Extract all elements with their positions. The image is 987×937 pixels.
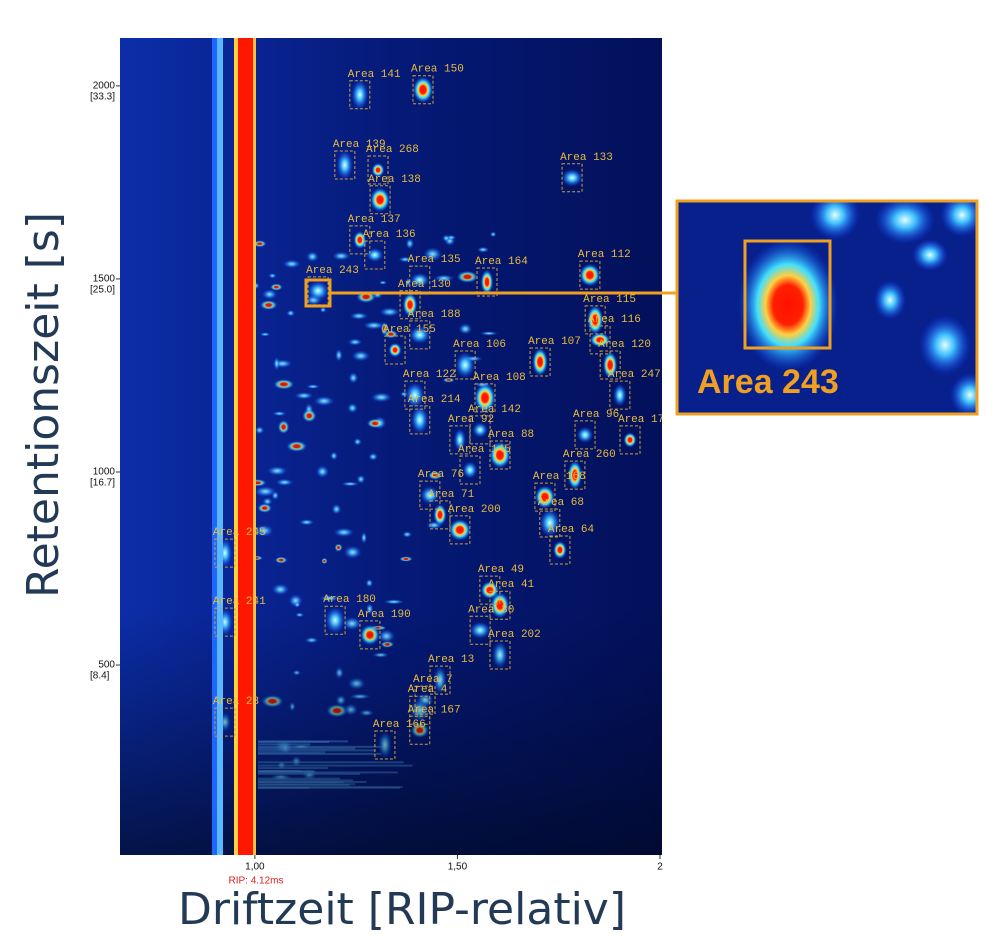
- area-label: Area 88: [488, 429, 534, 441]
- area-label: Area 49: [478, 564, 524, 576]
- y-axis-title: Retentionszeit [s]: [18, 212, 69, 598]
- inset-label: Area 243: [697, 363, 839, 401]
- y-tick-sublabel: [8.4]: [90, 671, 110, 682]
- inset-peak-main: [738, 239, 838, 371]
- area-label: Area 112: [578, 249, 631, 261]
- area-label: Area 115: [583, 294, 636, 306]
- area-label: Area 137: [348, 214, 401, 226]
- area-label: Area 76: [418, 469, 464, 481]
- area-label: Area 214: [408, 394, 461, 406]
- area-label: Area 268: [366, 144, 419, 156]
- area-label: Area 145: [458, 444, 511, 456]
- area-label: Area 135: [408, 254, 461, 266]
- area-label: Area 202: [488, 629, 541, 641]
- y-tick-sublabel: [16.7]: [90, 478, 115, 489]
- rip-tail: [217, 38, 223, 855]
- area-label: Area 190: [358, 609, 411, 621]
- inset-peak: [912, 239, 948, 271]
- rip-band: [238, 38, 253, 855]
- y-tick-sublabel: [33.3]: [90, 92, 115, 103]
- area-label: Area 138: [368, 174, 421, 186]
- area-label: Area 166: [373, 719, 426, 731]
- area-label: Area 180: [323, 594, 376, 606]
- inset-peak: [874, 280, 906, 320]
- area-label: Area 130: [398, 279, 451, 291]
- area-label: Area 155: [383, 324, 436, 336]
- rip-edge: [253, 38, 256, 855]
- area-label: Area 260: [563, 449, 616, 461]
- x-tick-label: 2: [657, 862, 663, 873]
- area-label: Area 108: [473, 372, 526, 384]
- area-label: Area 68: [538, 497, 584, 509]
- area-label: Area 23: [213, 696, 259, 708]
- area-label: Area 96: [573, 409, 619, 421]
- area-label: Area 71: [428, 489, 475, 501]
- area-label: Area 168: [533, 471, 586, 483]
- area-label: Area 30: [468, 604, 514, 616]
- area-label: Area 167: [408, 704, 461, 716]
- area-label: Area 106: [453, 339, 506, 351]
- y-tick-label: 500: [98, 660, 115, 671]
- area-label: Area 107: [528, 336, 581, 348]
- area-label: Area 133: [560, 152, 613, 164]
- area-label: Area 122: [403, 369, 456, 381]
- y-tick-label: 1500: [93, 274, 116, 285]
- page: Area 150Area 141Area 139Area 268Area 138…: [0, 0, 987, 937]
- area-label: Area 41: [488, 579, 535, 591]
- chart: Area 150Area 141Area 139Area 268Area 138…: [0, 0, 987, 937]
- area-label: Area 64: [548, 524, 595, 536]
- x-tick-label: 1,50: [448, 862, 468, 873]
- area-label: Area 4: [408, 684, 448, 696]
- area-label: Area 188: [408, 309, 461, 321]
- area-label: Area 150: [411, 64, 464, 76]
- rip-edge: [234, 38, 238, 855]
- area-label: Area 92: [448, 414, 494, 426]
- x-axis-title: Driftzeit [RIP-relativ]: [178, 884, 626, 935]
- inset-peak: [810, 190, 860, 240]
- area-label: Area 247: [608, 369, 661, 381]
- inset: Area 243: [678, 190, 987, 417]
- inset-peak: [919, 315, 971, 375]
- area-label: Area 175: [618, 414, 671, 426]
- area-label: Area 116: [588, 314, 641, 326]
- area-label: Area 241: [213, 596, 266, 608]
- y-tick-label: 2000: [93, 81, 116, 92]
- x-tick-label: 1,00: [245, 862, 265, 873]
- rip-annotation: RIP: 4.12ms: [228, 876, 283, 887]
- area-label: Area 200: [448, 504, 501, 516]
- y-tick-sublabel: [25.0]: [90, 285, 115, 296]
- y-tick-label: 1000: [93, 467, 116, 478]
- area-label: Area 164: [475, 256, 528, 268]
- area-label: Area 141: [348, 69, 401, 81]
- area-label: Area 120: [598, 339, 651, 351]
- inset-peak: [875, 196, 935, 244]
- area-label: Area 243: [306, 265, 359, 277]
- area-label: Area 13: [428, 654, 474, 666]
- area-label: Area 136: [363, 229, 416, 241]
- area-label: Area 245: [213, 527, 266, 539]
